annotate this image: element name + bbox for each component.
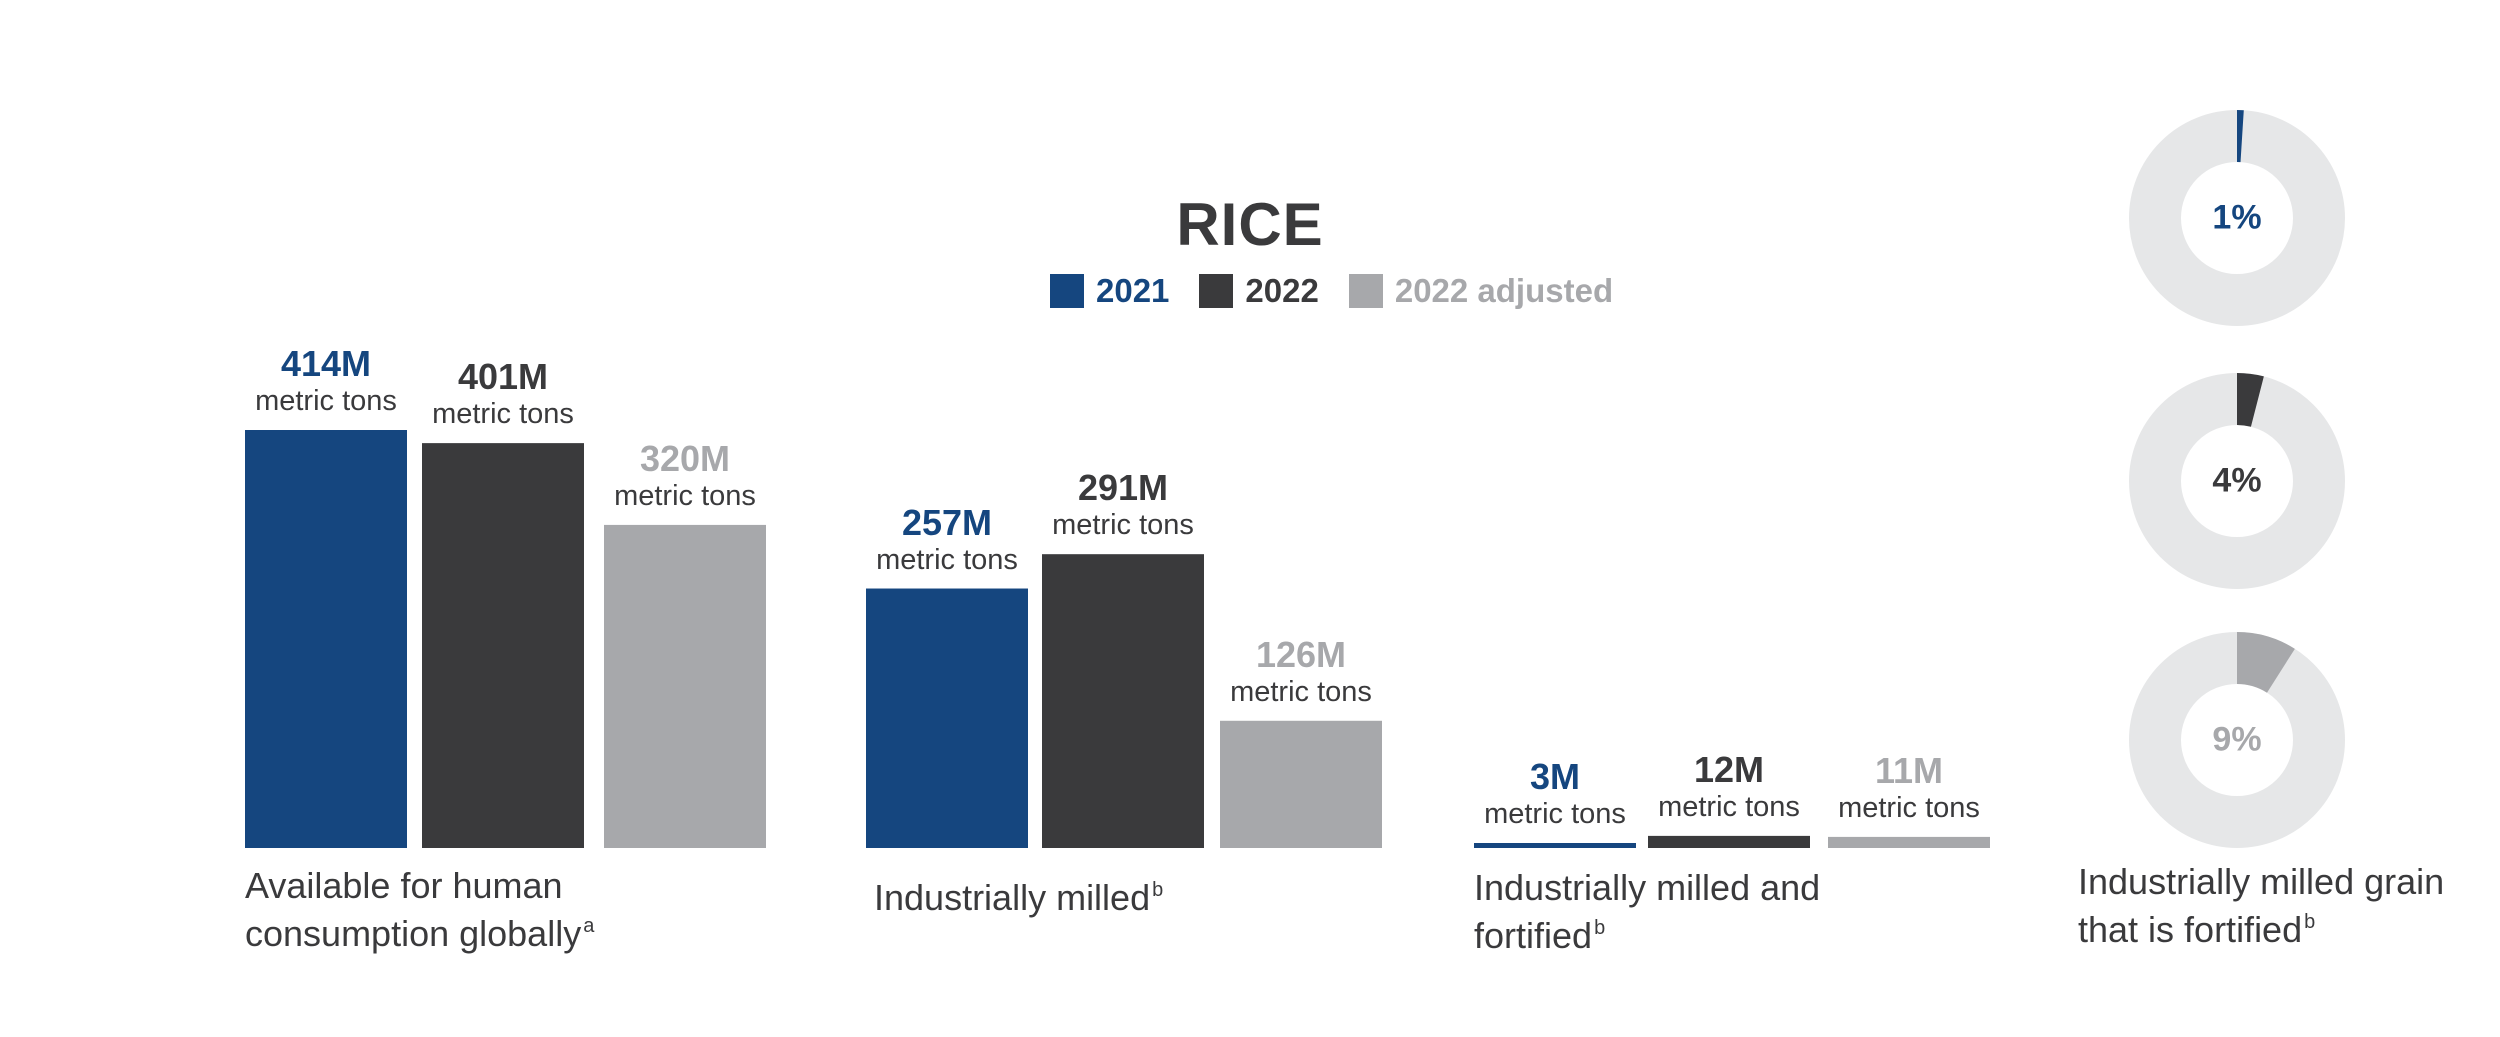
category-label-2: Industrially milled and fortified b xyxy=(1474,868,1884,956)
category-footnote-2: b xyxy=(1594,917,1606,939)
donut-percent-label-2022: 4% xyxy=(2212,461,2262,500)
bar-value-label-2022-1: 291M xyxy=(1077,467,1169,509)
legend: 2021 2022 2022 adjusted xyxy=(1050,272,1643,310)
legend-label-2022-adjusted: 2022 adjusted xyxy=(1394,272,1614,309)
bar-value-label-2021-2: 3M xyxy=(1529,756,1581,797)
bar-unit-label-2022-adjusted-1: metric tons xyxy=(1230,675,1372,708)
legend-label-2021: 2021 xyxy=(1096,272,1170,309)
bar-unit-label-2022-adjusted-0: metric tons xyxy=(614,479,756,512)
bar-value-label-2022-2: 12M xyxy=(1693,748,1765,790)
category-label-text-0: Available for human consumption globally xyxy=(245,865,582,954)
legend-label-2022: 2022 xyxy=(1245,272,1319,309)
category-label-0: Available for human consumption globally… xyxy=(245,866,625,954)
bar-value-label-2022-adjusted-2: 11M xyxy=(1874,749,1944,791)
legend-swatch-2021 xyxy=(1050,274,1084,308)
bar-unit-label-2022-1: metric tons xyxy=(1052,509,1194,542)
category-label-text-2: Industrially milled and fortified xyxy=(1474,867,1821,956)
legend-swatch-2022-adjusted xyxy=(1348,274,1383,308)
legend-item-2022: 2022 xyxy=(1199,272,1319,310)
bar-value-label-2021-1: 257M xyxy=(901,501,993,543)
donut-caption: Industrially milled grain that is fortif… xyxy=(2078,862,2458,950)
bar-value-label-2022-adjusted-1: 126M xyxy=(1255,633,1347,675)
donut-percent-label-2022-adjusted: 9% xyxy=(2212,720,2262,759)
bar-unit-label-2021-2: metric tons xyxy=(1484,798,1626,830)
legend-item-2021: 2021 xyxy=(1050,272,1169,310)
legend-item-2022-adjusted: 2022 adjusted xyxy=(1348,272,1614,310)
bar-unit-label-2022-2: metric tons xyxy=(1658,790,1800,823)
category-label-text-1: Industrially milled xyxy=(874,877,1151,918)
chart-title: RICE xyxy=(1176,191,1324,258)
bar-value-label-2022-0: 401M xyxy=(457,356,549,398)
donut-caption-text: Industrially milled grain that is fortif… xyxy=(2078,861,2445,950)
donut-percent-label-2021: 1% xyxy=(2212,198,2262,237)
bar-value-label-2021-0: 414M xyxy=(280,343,372,384)
donut-caption-footnote: b xyxy=(2304,911,2316,933)
category-label-1: Industrially milled b xyxy=(874,870,1274,918)
bar-value-label-2022-adjusted-0: 320M xyxy=(639,437,731,479)
category-footnote-0: a xyxy=(583,915,595,937)
bar-unit-label-2021-0: metric tons xyxy=(255,385,397,417)
bar-unit-label-2022-adjusted-2: metric tons xyxy=(1838,791,1980,824)
bar-unit-label-2021-1: metric tons xyxy=(876,543,1018,576)
category-footnote-1: b xyxy=(1152,879,1164,901)
legend-swatch-2022 xyxy=(1199,274,1234,308)
bar-unit-label-2022-0: metric tons xyxy=(432,398,574,431)
